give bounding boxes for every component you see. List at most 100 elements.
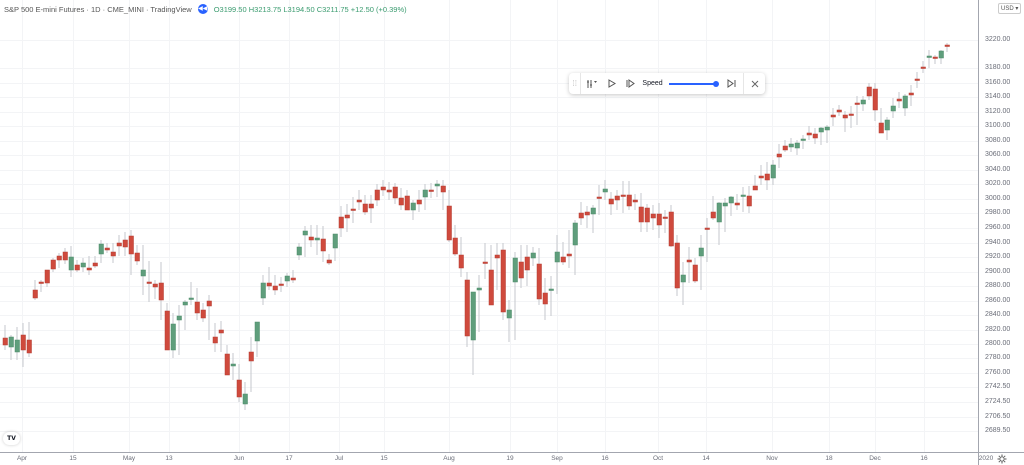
- step-forward-icon[interactable]: [621, 73, 640, 94]
- grid-line-vertical: [73, 0, 74, 452]
- candle-down: [776, 153, 782, 158]
- candle-down: [32, 289, 38, 299]
- grid-line-vertical: [510, 0, 511, 452]
- candle-up: [506, 309, 512, 319]
- price-label: 3180.00: [985, 64, 1011, 71]
- candle-down: [200, 309, 206, 319]
- candle-up: [902, 95, 908, 109]
- candle-down: [86, 267, 92, 271]
- candle-down: [782, 145, 788, 151]
- grid-line-horizontal: [0, 344, 978, 345]
- time-label: 19: [506, 455, 514, 462]
- price-label: 3020.00: [985, 180, 1011, 187]
- candle-up: [434, 183, 440, 187]
- price-label: 2920.00: [985, 253, 1011, 260]
- chart-settings-button[interactable]: [978, 452, 1024, 465]
- candle-up: [284, 275, 290, 282]
- time-label: Apr: [16, 455, 28, 462]
- candle-down: [44, 269, 50, 284]
- grid-line-vertical: [129, 0, 130, 452]
- candle-down: [194, 301, 200, 314]
- candle-down: [272, 285, 278, 291]
- candle-down: [428, 189, 434, 192]
- price-label: 3000.00: [985, 195, 1011, 202]
- candle-up: [314, 237, 320, 241]
- candle-down: [20, 334, 26, 351]
- candle-up: [140, 269, 146, 277]
- candle-down: [560, 256, 566, 263]
- grid-line-vertical: [384, 0, 385, 452]
- price-label: 2980.00: [985, 209, 1011, 216]
- ohlc-values: O3199.50 H3213.75 L3194.50 C3211.75 +12.…: [213, 4, 407, 14]
- grid-line-vertical: [289, 0, 290, 452]
- candle-down: [266, 282, 272, 287]
- candle-down: [500, 249, 506, 313]
- candle-down: [896, 98, 902, 102]
- time-label: 13: [165, 455, 173, 462]
- jump-to-realtime-icon[interactable]: [720, 73, 743, 94]
- select-bar-icon[interactable]: [581, 73, 602, 94]
- candle-up: [770, 164, 776, 179]
- candle-up: [800, 138, 806, 141]
- play-icon[interactable]: [602, 73, 621, 94]
- grid-line-horizontal: [0, 199, 978, 200]
- candle-down: [566, 253, 572, 257]
- candle-down: [236, 379, 242, 398]
- price-label: 3080.00: [985, 137, 1011, 144]
- time-label: 15: [69, 455, 77, 462]
- candle-down: [638, 206, 644, 223]
- symbol-title[interactable]: S&P 500 E-mini Futures · 1D · CME_MINI ·…: [4, 4, 192, 14]
- candle-down: [146, 281, 152, 284]
- grid-line-horizontal: [0, 417, 978, 418]
- candle-down: [806, 132, 812, 136]
- tradingview-logo[interactable]: TV: [3, 432, 20, 445]
- candle-down: [134, 252, 140, 262]
- candle-up: [554, 251, 560, 263]
- close-replay-icon[interactable]: [744, 73, 765, 94]
- price-label: 3120.00: [985, 108, 1011, 115]
- candle-up: [332, 233, 338, 249]
- time-label: 2020: [978, 455, 994, 462]
- candle-down: [374, 189, 380, 201]
- candle-down: [56, 255, 62, 261]
- grid-line-horizontal: [0, 257, 978, 258]
- drag-handle-icon[interactable]: ⁞⁞: [572, 79, 577, 88]
- grid-line-vertical: [239, 0, 240, 452]
- candle-down: [344, 214, 350, 219]
- candle-down: [338, 216, 344, 229]
- candle-down: [518, 261, 524, 279]
- speed-slider-knob[interactable]: [713, 80, 720, 87]
- price-label: 2689.50: [985, 427, 1011, 434]
- price-label: 2940.00: [985, 239, 1011, 246]
- time-label: 15: [380, 455, 388, 462]
- time-label: 16: [601, 455, 609, 462]
- price-label: 3040.00: [985, 166, 1011, 173]
- candle-down: [842, 114, 848, 119]
- candle-up: [824, 126, 830, 131]
- candle-up: [410, 202, 416, 211]
- grid-line-horizontal: [0, 97, 978, 98]
- grid-line-horizontal: [0, 184, 978, 185]
- currency-selector[interactable]: USD ▾: [998, 3, 1022, 14]
- grid-line-vertical: [169, 0, 170, 452]
- candle-down: [632, 199, 638, 203]
- candle-down: [110, 251, 116, 257]
- go-back-icon[interactable]: ◀◀: [197, 4, 208, 14]
- candle-up: [788, 143, 794, 148]
- price-axis[interactable]: 3220.00 3180.00 3160.00 3140.00 3120.00 3100.…: [978, 0, 1024, 452]
- candle-up: [296, 246, 302, 256]
- candle-down: [26, 339, 32, 354]
- candle-down: [854, 102, 860, 105]
- candle-down: [206, 300, 212, 307]
- speed-slider[interactable]: [668, 80, 720, 87]
- candle-up: [740, 194, 746, 197]
- candle-up: [476, 287, 482, 291]
- chart-legend: S&P 500 E-mini Futures · 1D · CME_MINI ·…: [4, 4, 407, 14]
- chart-pane[interactable]: [0, 0, 987, 452]
- time-axis[interactable]: Apr 15 May 13 Jun 17 Jul 15 Aug 19 Sep 16 Oct 14 Nov 18…: [0, 452, 993, 465]
- candle-down: [2, 337, 8, 346]
- candle-up: [794, 142, 800, 149]
- candle-up: [884, 119, 890, 131]
- candle-up: [530, 252, 536, 259]
- price-label: 2900.00: [985, 268, 1011, 275]
